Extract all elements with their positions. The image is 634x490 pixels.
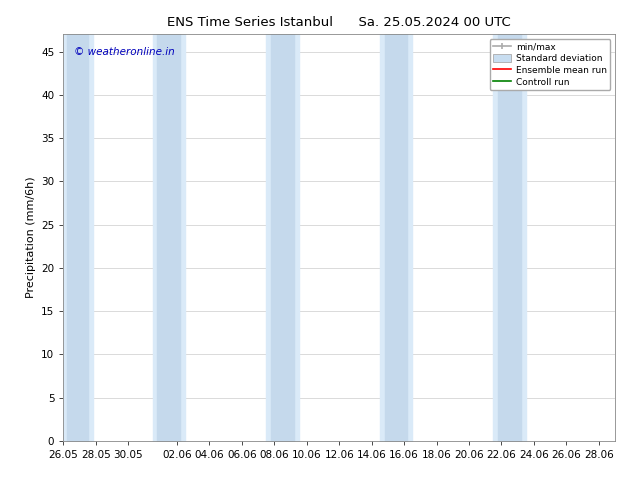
Legend: min/max, Standard deviation, Ensemble mean run, Controll run: min/max, Standard deviation, Ensemble me… bbox=[489, 39, 611, 90]
Title: ENS Time Series Istanbul      Sa. 25.05.2024 00 UTC: ENS Time Series Istanbul Sa. 25.05.2024 … bbox=[167, 16, 511, 29]
Text: © weatheronline.in: © weatheronline.in bbox=[74, 47, 175, 56]
Y-axis label: Precipitation (mm/6h): Precipitation (mm/6h) bbox=[25, 177, 36, 298]
